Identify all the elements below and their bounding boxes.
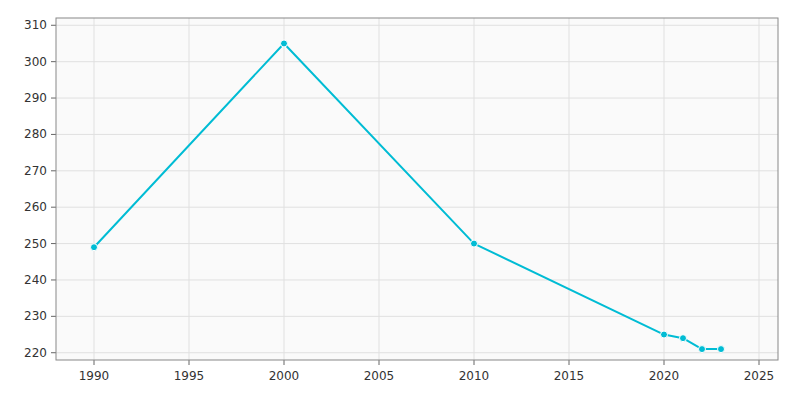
grid-line-y: [56, 134, 778, 135]
grid-line-y: [56, 61, 778, 62]
tick-label-x: 2000: [269, 369, 300, 383]
tick-label-x: 1990: [79, 369, 110, 383]
marker: [718, 346, 725, 353]
tick-label-y: 230: [24, 309, 47, 323]
grid-line-x: [759, 18, 760, 360]
tick-y: [51, 316, 56, 317]
tick-y: [51, 61, 56, 62]
tick-label-x: 1995: [174, 369, 205, 383]
tick-label-x: 2005: [364, 369, 395, 383]
tick-label-y: 290: [24, 91, 47, 105]
tick-x: [94, 360, 95, 365]
tick-x: [664, 360, 665, 365]
line: [94, 43, 721, 349]
tick-y: [51, 170, 56, 171]
tick-x: [284, 360, 285, 365]
tick-label-x: 2010: [459, 369, 490, 383]
plot-frame: [56, 18, 778, 360]
tick-label-y: 300: [24, 55, 47, 69]
tick-y: [51, 352, 56, 353]
series: [91, 40, 725, 353]
chart-container: 1990 1995 2000 2005 2010 2015 2020 2025 220 230 24…: [0, 0, 800, 400]
tick-label-x: 2020: [649, 369, 680, 383]
tick-label-y: 260: [24, 200, 47, 214]
tick-x: [759, 360, 760, 365]
grid-line-y: [56, 25, 778, 26]
tick-x: [474, 360, 475, 365]
grid-line-x: [474, 18, 475, 360]
tick-y: [51, 207, 56, 208]
grid-line-x: [94, 18, 95, 360]
tick-label-x: 2015: [554, 369, 585, 383]
tick-y: [51, 98, 56, 99]
tick-y: [51, 243, 56, 244]
grid-line-y: [56, 98, 778, 99]
grid-line-y: [56, 243, 778, 244]
tick-label-y: 250: [24, 237, 47, 251]
tick-label-x: 2025: [744, 369, 775, 383]
marker: [699, 346, 706, 353]
tick-x: [379, 360, 380, 365]
tick-x: [569, 360, 570, 365]
marker: [91, 244, 98, 251]
grid-line-x: [569, 18, 570, 360]
tick-x: [189, 360, 190, 365]
tick-label-y: 220: [24, 346, 47, 360]
grid: [56, 18, 778, 360]
chart: 1990 1995 2000 2005 2010 2015 2020 2025 220 230 24…: [0, 0, 800, 400]
grid-line-y: [56, 316, 778, 317]
grid-line-x: [284, 18, 285, 360]
grid-line-x: [664, 18, 665, 360]
grid-line-x: [379, 18, 380, 360]
plot-background: [56, 18, 778, 360]
tick-y: [51, 134, 56, 135]
tick-label-y: 280: [24, 127, 47, 141]
marker: [661, 331, 668, 338]
marker: [281, 40, 288, 47]
tick-y: [51, 279, 56, 280]
grid-line-y: [56, 279, 778, 280]
grid-line-y: [56, 352, 778, 353]
tick-label-y: 240: [24, 273, 47, 287]
tick-y: [51, 25, 56, 26]
grid-line-y: [56, 207, 778, 208]
marker: [471, 240, 478, 247]
tick-label-y: 310: [24, 18, 47, 32]
marker: [680, 335, 687, 342]
grid-line-x: [189, 18, 190, 360]
tick-label-y: 270: [24, 164, 47, 178]
axes: 1990 1995 2000 2005 2010 2015 2020 2025 220 230 24…: [24, 18, 774, 383]
